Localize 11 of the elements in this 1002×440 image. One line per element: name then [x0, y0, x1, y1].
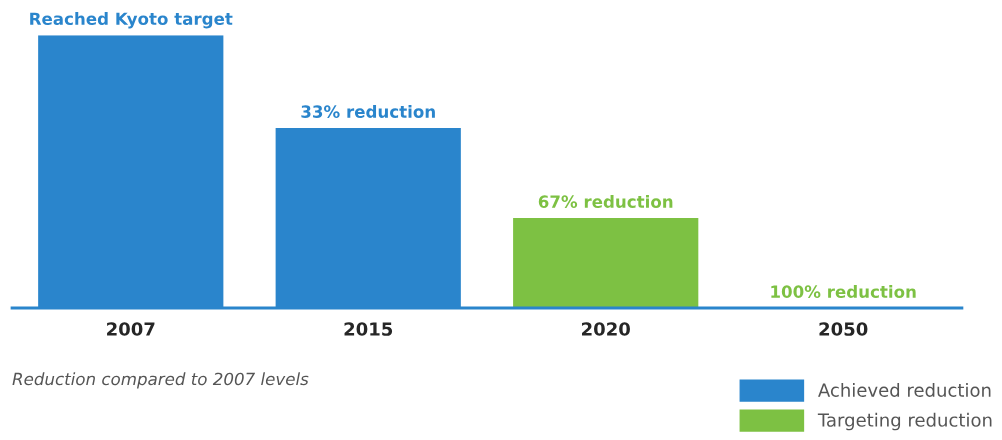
annotation: Reached Kyoto target — [30, 12, 233, 29]
x-tick-label: 2050 — [819, 322, 868, 336]
text: Reduction compared to 2007 levels — [12, 372, 309, 389]
legend-label: Targeting reduction — [817, 412, 992, 431]
x-tick-label: 2020 — [582, 322, 630, 336]
annotation: 33% reduction — [301, 105, 435, 118]
annotation: 67% reduction — [538, 195, 673, 208]
legend-label: Achieved reduction — [818, 382, 991, 397]
x-tick-label: 2007 — [107, 322, 155, 336]
annotation: 100% reduction — [771, 285, 916, 298]
x-tick-label: 2015 — [344, 322, 393, 336]
